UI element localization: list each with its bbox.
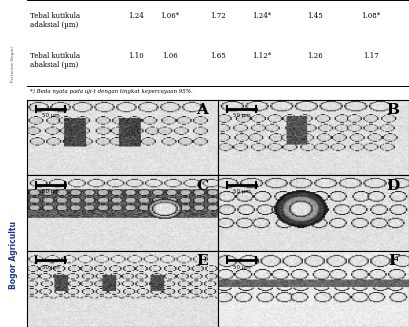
Text: 1.24*: 1.24* [252,12,271,20]
Text: 1.24: 1.24 [128,12,144,20]
Text: 1.06*: 1.06* [160,12,180,20]
Text: Bogor Agricultu: Bogor Agricultu [9,221,18,289]
Text: Tebal kutikula
abaksial (µm): Tebal kutikula abaksial (µm) [30,52,81,69]
Text: 50 µm: 50 µm [233,189,251,194]
Text: 1.10: 1.10 [128,52,144,60]
Text: C: C [196,179,208,193]
Text: E: E [197,254,208,268]
Text: 1.26: 1.26 [308,52,323,60]
Text: 50 µm: 50 µm [233,113,251,118]
Text: B: B [387,103,400,117]
Text: 1.08*: 1.08* [361,12,380,20]
Text: 1.17: 1.17 [363,52,379,60]
Text: A: A [196,103,208,117]
Text: 50 µm: 50 µm [42,189,59,194]
Text: 50 µm: 50 µm [42,265,59,270]
Text: 1.65: 1.65 [210,52,226,60]
Text: F: F [389,254,400,268]
Text: Tebal kutikula
adaksial (µm): Tebal kutikula adaksial (µm) [30,12,81,29]
Text: 1.72: 1.72 [210,12,226,20]
Text: 1.45: 1.45 [308,12,323,20]
Text: D: D [386,179,400,193]
Text: : Pertanian Bogor): : Pertanian Bogor) [11,46,15,85]
Text: 50 µm: 50 µm [233,265,251,270]
Text: 1.06: 1.06 [162,52,178,60]
Text: 50 µm: 50 µm [42,113,59,118]
Text: 1.12*: 1.12* [252,52,271,60]
Text: *) Beda nyata pada uji-t dengan tingkat kepercayaan 95%.: *) Beda nyata pada uji-t dengan tingkat … [30,89,193,94]
